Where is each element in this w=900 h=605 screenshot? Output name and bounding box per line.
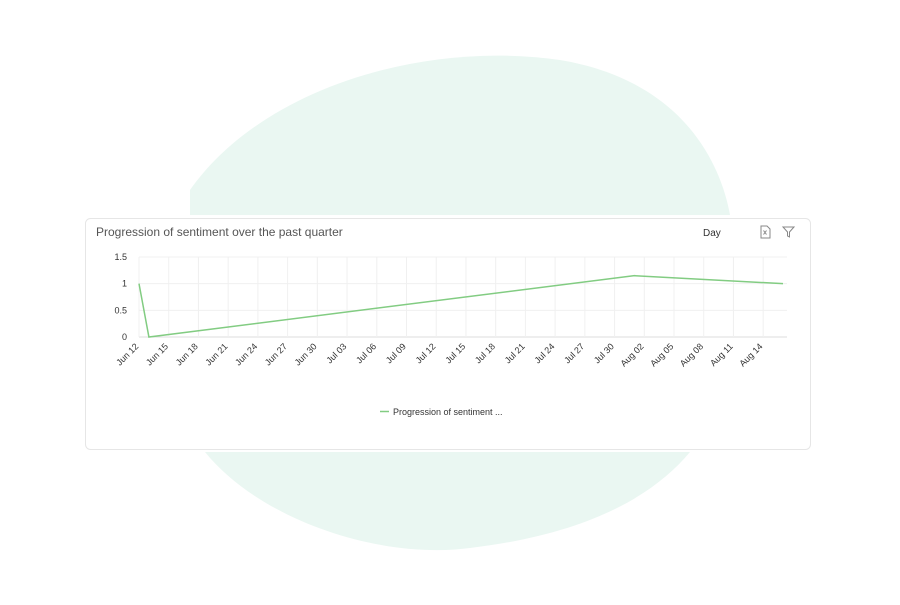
- series-line: [138, 274, 784, 338]
- y-tick-label: 1.5: [114, 252, 127, 262]
- granularity-select[interactable]: Day: [703, 228, 721, 239]
- y-tick-label: 1: [122, 279, 127, 289]
- filter-icon[interactable]: [781, 226, 796, 238]
- export-icon[interactable]: [760, 225, 771, 239]
- legend-label: Progression of sentiment ...: [393, 407, 503, 417]
- background-blob: [190, 55, 730, 215]
- chart-title: Progression of sentiment over the past q…: [96, 225, 343, 239]
- background-blob: [205, 452, 690, 551]
- y-tick-label: 0.5: [114, 305, 127, 315]
- y-tick-label: 0: [122, 332, 127, 342]
